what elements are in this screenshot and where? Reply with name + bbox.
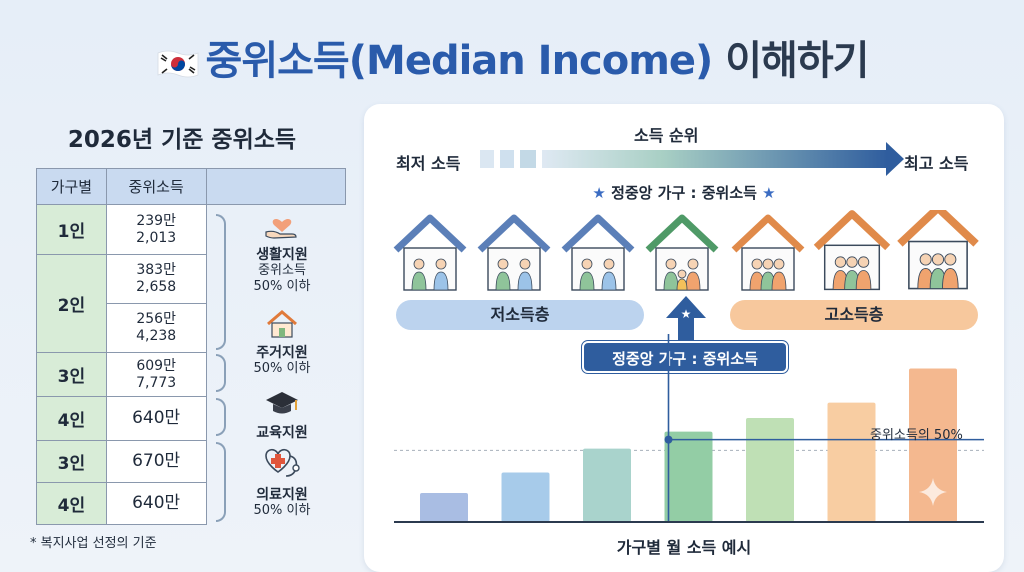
title-rest: 이해하기: [712, 38, 869, 84]
heart-hand-icon: [265, 218, 297, 239]
value-line: 383만: [136, 262, 176, 278]
table-row: 4인 640만: [36, 482, 346, 525]
support-education: 교육지원: [222, 386, 342, 441]
house-icon: [645, 214, 719, 291]
income-bar: [909, 368, 957, 522]
support-sub: 50% 이하: [253, 503, 311, 518]
support-sub: 50% 이하: [253, 279, 311, 294]
house-icon: [393, 214, 467, 291]
row-category: 3인: [36, 440, 107, 483]
half-median-label: 중위소득의 50%: [870, 428, 963, 443]
income-rank-panel: 소득 순위 최저 소득 최고 소득 ★ 정중앙 가구 : 중위소득 ★ 저소득층…: [364, 104, 1004, 572]
row-category: 4인: [36, 396, 107, 441]
header-income: 중위소득: [105, 168, 207, 205]
lowest-income-label: 최저 소득: [396, 154, 461, 173]
support-sub: 50% 이하: [253, 361, 311, 376]
value-line: 4,238: [136, 328, 177, 344]
support-title: 생활지원: [256, 247, 308, 263]
table-title: 2026년 기준 중위소득: [67, 127, 297, 153]
income-bar: [501, 472, 550, 522]
row-value: 640만: [105, 396, 207, 441]
rank-title: 소득 순위: [634, 126, 699, 145]
middle-household-tag: 정중앙 가구 : 중위소득: [582, 341, 788, 373]
table-row: 256만 4,238: [37, 303, 346, 353]
house-icon: [561, 214, 635, 291]
footnote: * 복지사업 선정의 기준: [30, 536, 157, 551]
support-title: 교육지원: [256, 425, 308, 441]
table-row: 3인 670만: [36, 440, 346, 483]
row-value: 609만 7,773: [105, 352, 207, 397]
medical-icon: [265, 448, 300, 477]
income-bar: [746, 417, 794, 522]
row-value: 640만: [105, 482, 207, 525]
korean-flag-icon: [156, 43, 200, 78]
value-line: 2,658: [136, 279, 177, 295]
value-line: 7,773: [136, 374, 177, 391]
table-row: 4인 640만: [36, 396, 346, 441]
row-category: 4인: [36, 482, 107, 525]
header-empty: [206, 168, 347, 205]
row-category: 3인: [36, 352, 107, 397]
house-icon: [813, 210, 891, 291]
support-title: 주거지원: [256, 345, 308, 361]
value-line: 2,013: [136, 229, 177, 246]
row-value: 670만: [105, 440, 207, 483]
support-medical: 의료지원 50% 이하: [222, 446, 342, 519]
middle-label-text: 정중앙 가구 : 중위소득: [611, 184, 757, 202]
median-income-table-panel: 2026년 기준 중위소득 가구별 중위소득 1인 239만 2,013 2인 …: [22, 110, 347, 570]
value-line: 256만: [136, 311, 176, 327]
star-icon: ★: [762, 184, 776, 202]
table-row: 2인 383만 2,658: [36, 254, 346, 353]
star-icon: ★: [592, 184, 606, 202]
income-bar: [420, 493, 468, 522]
support-title: 의료지원: [256, 487, 308, 503]
support-housing: 주거지원 50% 이하: [222, 306, 342, 377]
value-line: 609만: [136, 357, 176, 374]
support-living: 생활지원 중위소득 50% 이하: [222, 208, 342, 295]
house-icon: [477, 214, 551, 291]
svg-text:★: ★: [681, 307, 692, 321]
chart-title: 가구별 월 소득 예시: [616, 538, 752, 557]
house-icon: [267, 310, 297, 338]
income-bar: [827, 402, 876, 522]
middle-up-arrow-icon: ★: [666, 296, 706, 342]
value-line: 239만: [136, 212, 176, 229]
row-category: 1인: [36, 204, 107, 255]
title-main: 중위소득(Median Income): [205, 38, 714, 84]
row-value: 256만 4,238: [105, 303, 207, 353]
table-row: 3인 609만 7,773: [36, 352, 346, 397]
house-icon: [897, 210, 979, 290]
header-household: 가구별: [36, 168, 107, 205]
graduation-cap-icon: [266, 392, 298, 414]
page-title: 중위소득(Median Income) 이해하기: [0, 28, 1024, 86]
income-bar: [664, 431, 713, 522]
rank-arrow-icon: [480, 142, 904, 176]
high-income-group: 고소득층: [730, 300, 978, 330]
support-sub: 중위소득: [258, 263, 306, 278]
row-value: 383만 2,658: [105, 254, 207, 304]
middle-household-label: ★ 정중앙 가구 : 중위소득 ★: [364, 182, 1004, 203]
houses-row: [393, 210, 979, 291]
row-value: 239만 2,013: [105, 204, 207, 255]
median-point: [664, 435, 673, 444]
table-row: 1인 239만 2,013: [36, 204, 346, 255]
row-category: 2인: [36, 254, 107, 353]
low-income-group: 저소득층: [396, 300, 644, 330]
highest-income-label: 최고 소득: [904, 154, 969, 173]
income-bar-chart: [394, 334, 984, 523]
income-bar: [583, 448, 631, 522]
house-icon: [731, 214, 805, 291]
income-table: 가구별 중위소득 1인 239만 2,013 2인 383만 2,658 256…: [36, 168, 347, 525]
sparkle-icon: [919, 478, 947, 506]
